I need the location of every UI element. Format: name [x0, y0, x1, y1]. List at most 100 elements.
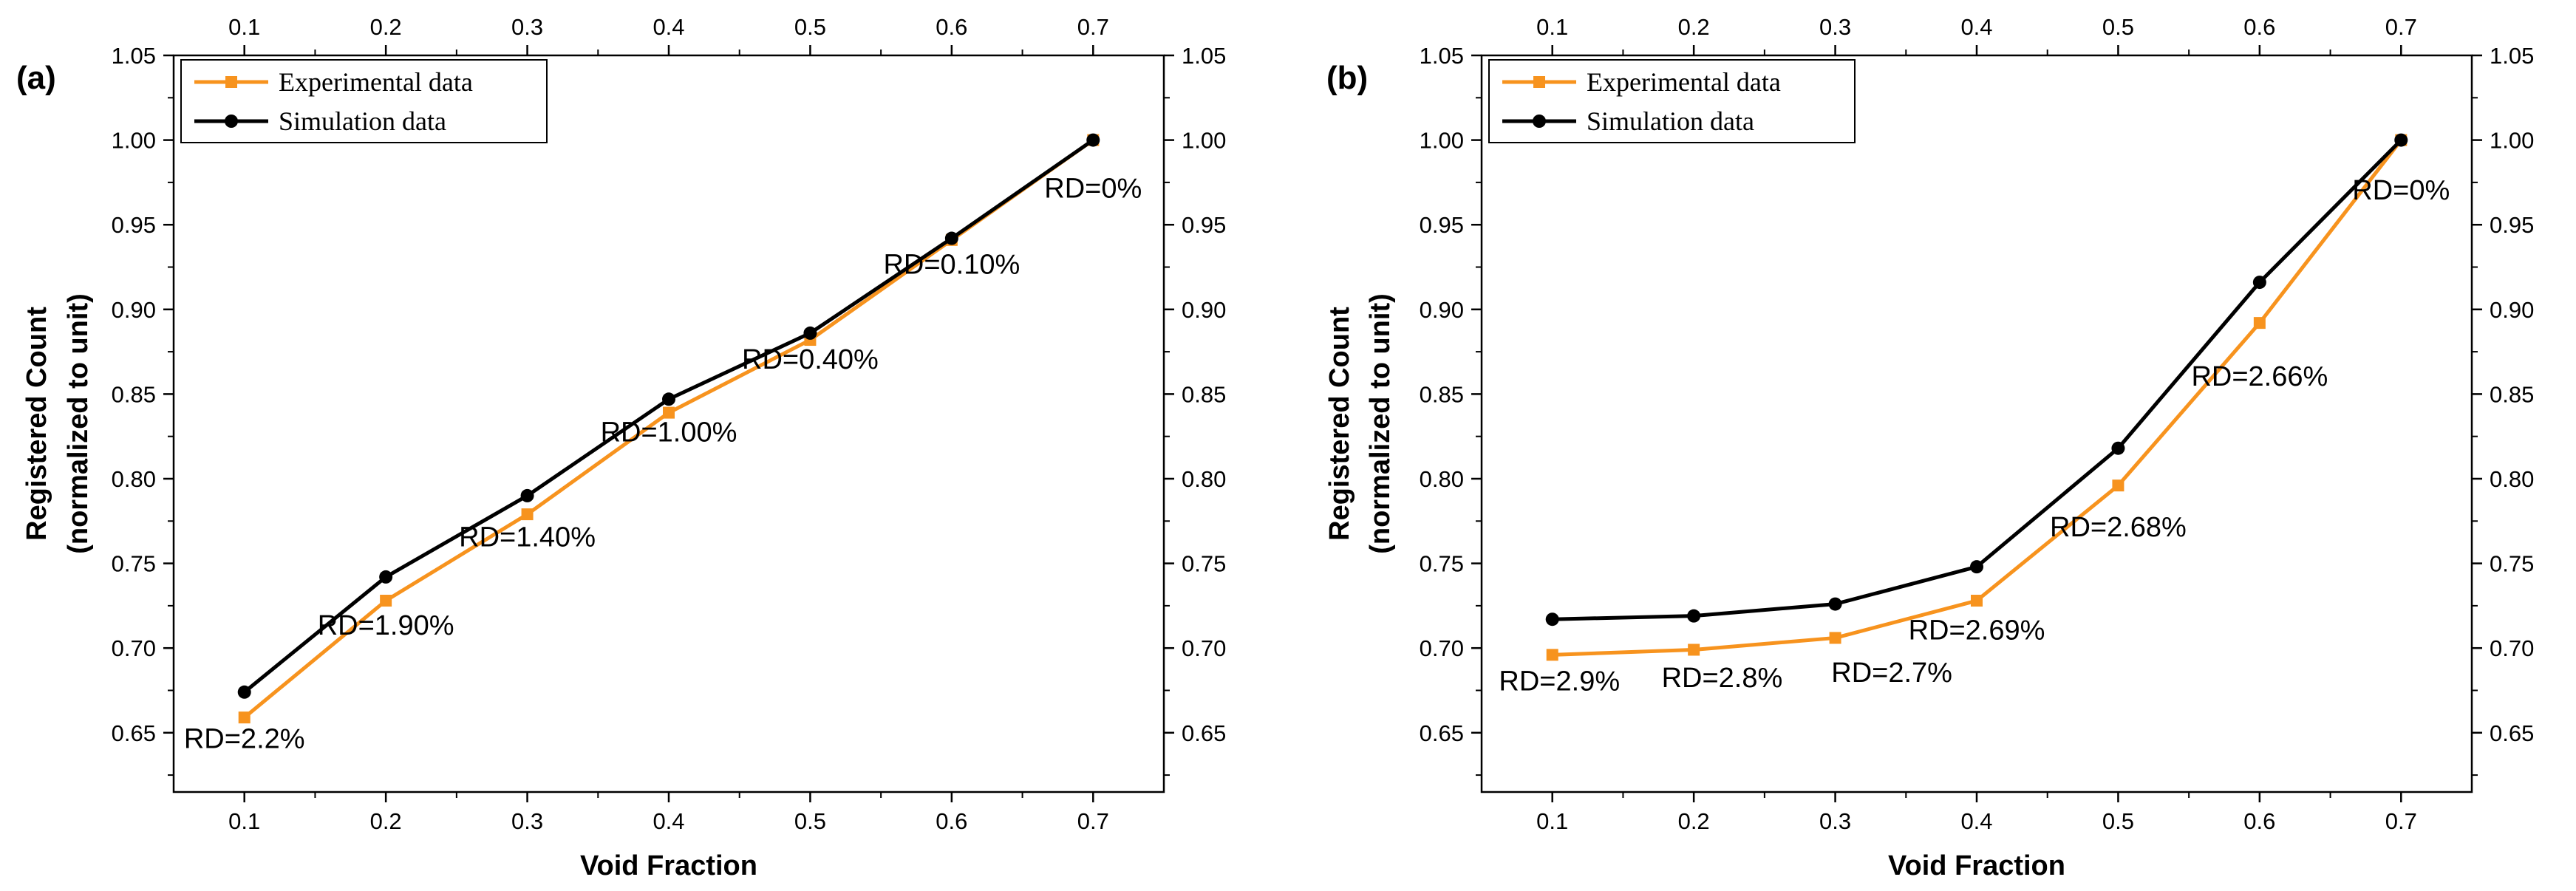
x-tick-label-bottom: 0.4	[652, 808, 684, 834]
y-tick-label-right: 0.75	[2490, 551, 2534, 577]
rd-annotation: RD=0.10%	[883, 250, 1020, 281]
y-tick-label-left: 0.75	[1420, 551, 1464, 577]
y-tick-label-right: 0.90	[2490, 297, 2534, 323]
rd-annotation: RD=2.8%	[1662, 663, 1783, 694]
plot-frame	[1480, 54, 2473, 793]
data-point-simulation	[2252, 276, 2266, 290]
x-tick-label-top: 0.4	[652, 14, 684, 40]
x-tick-label-top: 0.1	[228, 14, 260, 40]
y-axis-label-line1: Registered Count	[21, 307, 52, 541]
x-tick-label-bottom: 0.2	[1678, 808, 1710, 834]
x-tick-label-bottom: 0.5	[2102, 808, 2134, 834]
y-tick-label-right: 0.70	[1182, 635, 1226, 661]
y-tick-label-right: 0.85	[2490, 381, 2534, 407]
y-tick-label-left: 0.85	[112, 381, 156, 407]
x-tick-label-top: 0.6	[2243, 14, 2275, 40]
rd-annotation: RD=2.9%	[1499, 666, 1620, 697]
data-point-simulation	[2111, 441, 2125, 455]
y-tick-label-right: 0.70	[2490, 635, 2534, 661]
data-point-simulation	[803, 326, 817, 340]
y-tick-label-right: 0.90	[1182, 297, 1226, 323]
y-tick-label-right: 1.00	[2490, 128, 2534, 154]
data-point-simulation	[2394, 133, 2408, 147]
rd-annotation: RD=2.69%	[1909, 615, 2045, 646]
legend-label: Simulation data	[1587, 106, 1754, 136]
rd-annotation: RD=0.40%	[742, 344, 879, 375]
x-tick-label-bottom: 0.1	[228, 808, 260, 834]
y-tick-label-left: 0.65	[1420, 720, 1464, 746]
x-tick-label-bottom: 0.6	[936, 808, 967, 834]
x-tick-label-bottom: 0.3	[1819, 808, 1851, 834]
x-tick-label-bottom: 0.2	[370, 808, 402, 834]
x-tick-label-top: 0.2	[370, 14, 402, 40]
x-tick-label-bottom: 0.3	[511, 808, 543, 834]
rd-annotation: RD=0%	[2352, 175, 2450, 206]
y-tick-label-left: 0.95	[112, 212, 156, 238]
y-axis-label-line1: Registered Count	[1324, 307, 1355, 541]
rd-annotation: RD=1.40%	[459, 522, 596, 553]
y-tick-label-right: 0.85	[1182, 381, 1226, 407]
y-tick-label-left: 1.00	[1420, 128, 1464, 154]
x-tick-label-bottom: 0.6	[2243, 808, 2275, 834]
rd-annotation: RD=2.7%	[1831, 658, 1952, 689]
legend-box	[180, 59, 548, 143]
data-point-experimental	[1829, 632, 1841, 644]
legend-marker-square	[225, 76, 237, 88]
data-point-experimental	[1971, 595, 1983, 607]
y-tick-label-left: 1.05	[1420, 43, 1464, 69]
y-axis-label-line2: (normalized to unit)	[1365, 293, 1396, 554]
rd-annotation: RD=1.00%	[601, 417, 737, 448]
x-tick-label-top: 0.1	[1536, 14, 1568, 40]
data-point-simulation	[237, 685, 251, 699]
y-tick-label-left: 0.65	[112, 720, 156, 746]
y-tick-label-right: 1.00	[1182, 128, 1226, 154]
legend-marker-circle	[1533, 115, 1546, 128]
y-axis-label-line2: (normalized to unit)	[63, 293, 94, 554]
y-tick-label-right: 0.95	[1182, 212, 1226, 238]
y-tick-label-left: 0.80	[1420, 466, 1464, 492]
x-tick-label-top: 0.4	[1960, 14, 1992, 40]
x-tick-label-bottom: 0.1	[1536, 808, 1568, 834]
y-tick-label-right: 1.05	[2490, 43, 2534, 69]
data-point-experimental	[238, 711, 251, 724]
data-point-simulation	[944, 231, 958, 245]
series-line-experimental	[1552, 139, 2403, 657]
data-point-experimental	[2253, 317, 2266, 330]
data-point-simulation	[662, 392, 675, 406]
data-point-simulation	[1828, 597, 1842, 611]
y-tick-label-right: 1.05	[1182, 43, 1226, 69]
y-tick-label-left: 0.90	[112, 297, 156, 323]
data-point-simulation	[1970, 560, 1983, 574]
y-tick-label-left: 0.95	[1420, 212, 1464, 238]
legend-label: Experimental data	[279, 67, 473, 97]
data-point-experimental	[663, 406, 675, 419]
x-tick-label-bottom: 0.7	[2385, 808, 2417, 834]
data-point-simulation	[379, 570, 393, 584]
y-tick-label-right: 0.65	[2490, 720, 2534, 746]
data-point-simulation	[1687, 609, 1701, 623]
x-tick-label-top: 0.7	[2385, 14, 2417, 40]
y-tick-label-left: 0.70	[1420, 635, 1464, 661]
panel-label: (a)	[16, 60, 56, 96]
y-tick-label-left: 0.75	[112, 551, 156, 577]
y-tick-label-left: 1.05	[112, 43, 156, 69]
rd-annotation: RD=2.68%	[2050, 512, 2187, 543]
x-axis-label: Void Fraction	[1888, 850, 2065, 881]
x-tick-label-top: 0.5	[2102, 14, 2134, 40]
data-point-experimental	[521, 508, 534, 521]
x-tick-label-bottom: 0.5	[794, 808, 826, 834]
panel-label: (b)	[1326, 60, 1368, 96]
legend-label: Simulation data	[279, 106, 446, 136]
y-tick-label-right: 0.80	[1182, 466, 1226, 492]
legend-marker-circle	[225, 115, 238, 128]
data-point-experimental	[1688, 644, 1700, 656]
x-tick-label-top: 0.2	[1678, 14, 1710, 40]
y-tick-label-right: 0.80	[2490, 466, 2534, 492]
x-tick-label-top: 0.6	[936, 14, 967, 40]
y-tick-label-right: 0.65	[1182, 720, 1226, 746]
y-tick-label-left: 0.85	[1420, 381, 1464, 407]
x-tick-label-top: 0.3	[1819, 14, 1851, 40]
data-point-simulation	[1086, 133, 1100, 147]
rd-annotation: RD=1.90%	[318, 610, 454, 641]
